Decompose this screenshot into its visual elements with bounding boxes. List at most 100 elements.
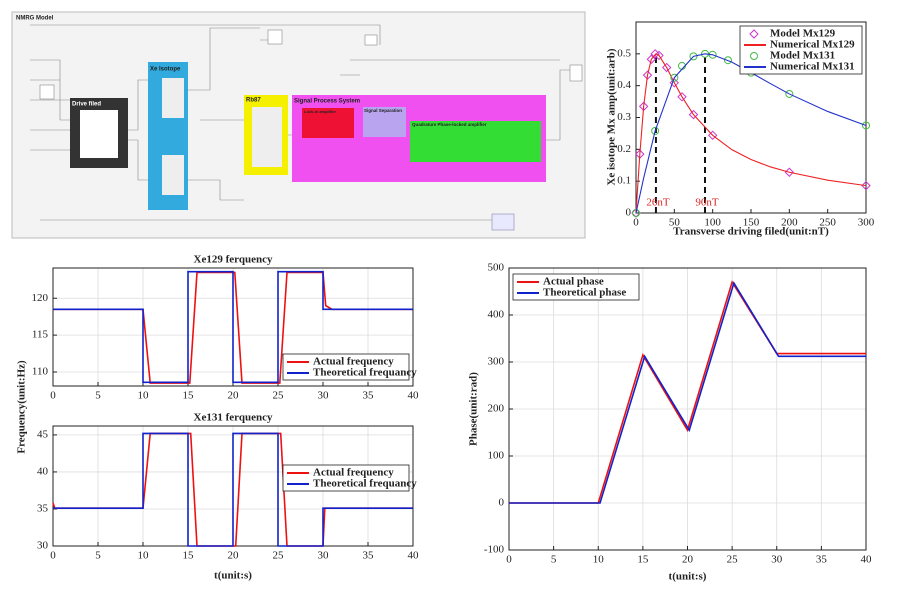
x-tick-label: 300 [858, 217, 875, 229]
marker [651, 126, 660, 135]
x-tick-label: 20 [682, 554, 694, 566]
y-tick-label: 400 [488, 309, 505, 321]
marker [646, 54, 657, 64]
x-tick-label: 0 [50, 550, 56, 562]
y-tick-label: 0.2 [617, 143, 631, 155]
y-axis-label: Phase(unit:rad) [468, 372, 480, 446]
x-tick-label: 5 [95, 390, 101, 402]
x-tick-label: 25 [727, 554, 739, 566]
y-tick-label: 0.1 [617, 175, 631, 187]
series-line [53, 432, 413, 547]
block-qpla [410, 121, 541, 162]
legend-label: Numerical Mx131 [770, 61, 855, 73]
x-axis-label: t(unit:s) [214, 570, 252, 582]
legend-box [512, 273, 640, 301]
marker [784, 167, 795, 177]
axes-frame [635, 21, 867, 214]
x-tick-label: 40 [408, 390, 420, 402]
x-tick-label: 35 [816, 554, 828, 566]
y-tick-label: 100 [488, 450, 505, 462]
x-tick-label: 5 [551, 554, 557, 566]
y-axis-label: Frequency(unit:Hz) [16, 360, 28, 454]
marker [707, 130, 718, 141]
x-tick-label: 30 [318, 550, 330, 562]
marker [670, 73, 679, 82]
simulink-diagram: NMRG Model Drive filed Xe Isotope Rb87 S… [11, 11, 586, 239]
x-tick-label: 20 [228, 390, 240, 402]
y-tick-label: 35 [37, 502, 49, 514]
series-line [509, 281, 866, 504]
x-tick-label: 0 [633, 217, 639, 229]
series-line [635, 53, 867, 214]
marker [724, 56, 732, 65]
y-tick-label: 110 [32, 366, 49, 378]
diagram-title: NMRG Model [16, 16, 54, 22]
legend-label: Actual frequency [313, 467, 394, 479]
marker [661, 62, 672, 73]
y-axis-label: Xe isotope Mx amp(unit:arb) [606, 48, 618, 186]
block-label: Quadrature Phase-locked amplifier [412, 122, 487, 127]
legend-label: Theoretical frequancy [313, 367, 417, 379]
x-tick-label: 10 [138, 550, 150, 562]
y-tick-label: 500 [488, 262, 505, 274]
y-tick-label: 0.4 [617, 79, 631, 91]
marker [785, 89, 794, 98]
axes-frame [52, 267, 414, 387]
x-tick-label: 50 [669, 217, 681, 229]
annotation: 26nT [646, 197, 670, 209]
x-tick-label: 40 [408, 550, 420, 562]
x-tick-label: 150 [743, 217, 760, 229]
marker [677, 92, 687, 102]
axes-frame [508, 267, 867, 551]
x-tick-label: 30 [771, 554, 783, 566]
x-tick-label: 0 [50, 390, 56, 402]
x-tick-label: 5 [95, 550, 101, 562]
block-label: Lock-in amplifier [304, 109, 336, 114]
y-tick-label: 0 [626, 207, 632, 219]
x-tick-label: 20 [228, 550, 240, 562]
legend-label: Numerical Mx129 [770, 39, 855, 51]
x-tick-label: 35 [363, 390, 375, 402]
legend-box [282, 464, 410, 492]
marker [749, 29, 759, 39]
block-label: Xe Isotope [150, 67, 181, 73]
block-label: Rb87 [246, 98, 261, 104]
x-axis-label: Transverse driving filed(unit:nT) [673, 226, 829, 238]
x-tick-label: 0 [506, 554, 512, 566]
series-line [635, 53, 867, 214]
y-tick-label: 45 [37, 428, 49, 440]
legend-label: Model Mx129 [770, 28, 836, 40]
y-tick-label: 120 [32, 292, 49, 304]
legend-label: Theoretical frequancy [313, 478, 417, 490]
marker [750, 52, 758, 60]
x-tick-label: 40 [861, 554, 873, 566]
y-tick-label: 0 [499, 497, 505, 509]
legend-label: Actual frequency [313, 356, 394, 368]
block-label: Signal Separation [364, 108, 402, 113]
chart-title: Xe131 ferquency [194, 412, 273, 424]
x-tick-label: 10 [593, 554, 605, 566]
chart-title: Xe129 ferquency [194, 254, 273, 266]
legend-label: Model Mx131 [770, 50, 835, 62]
block-label: Drive filed [72, 102, 101, 108]
x-axis-label: t(unit:s) [669, 571, 707, 583]
x-tick-label: 15 [183, 390, 195, 402]
annotation: 90nT [695, 197, 719, 209]
x-tick-label: 250 [819, 217, 836, 229]
block-lockin [302, 108, 354, 138]
x-tick-label: 15 [637, 554, 649, 566]
series-line [53, 270, 413, 384]
y-tick-label: 200 [488, 403, 505, 415]
legend-label: Theoretical phase [543, 287, 626, 299]
y-tick-label: 40 [37, 465, 49, 477]
x-tick-label: 30 [318, 390, 330, 402]
block-sep [363, 107, 406, 137]
marker [689, 52, 698, 61]
marker [669, 78, 680, 88]
marker [862, 121, 870, 130]
x-tick-label: 200 [781, 217, 798, 229]
x-tick-label: 35 [363, 550, 375, 562]
marker [632, 209, 640, 217]
legend-label: Actual phase [543, 276, 604, 288]
